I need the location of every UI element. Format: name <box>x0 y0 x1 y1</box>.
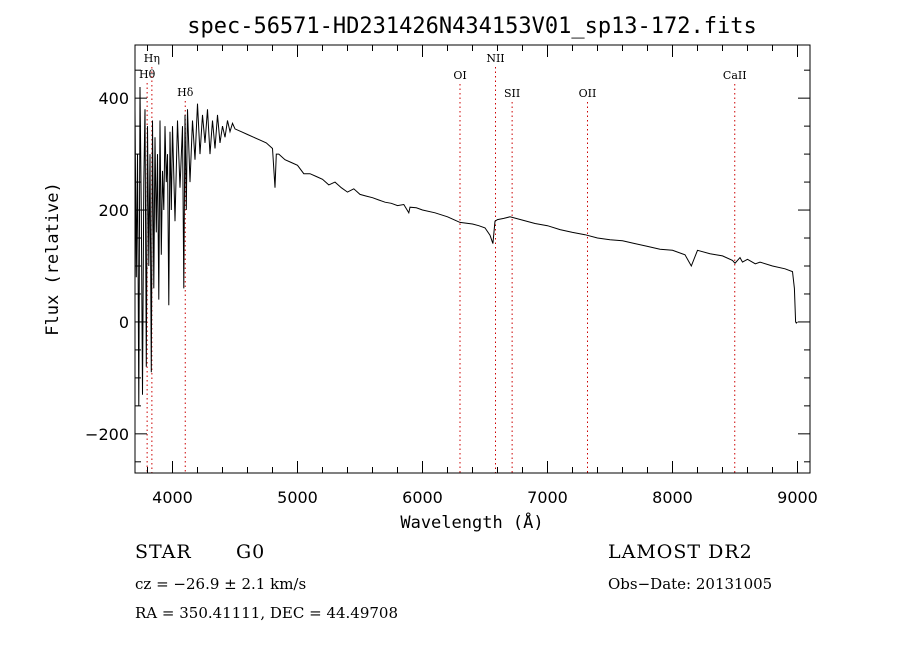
object-class: STAR <box>135 541 192 563</box>
y-tick-label: 400 <box>98 89 129 108</box>
coordinates: RA = 350.41111, DEC = 44.49708 <box>135 604 399 622</box>
survey-name: LAMOST DR2 <box>608 541 753 563</box>
x-axis-label: Wavelength (Å) <box>400 511 543 533</box>
line-marker-label: OII <box>579 87 597 100</box>
line-marker-label: Hδ <box>177 86 194 99</box>
line-marker-label: CaII <box>723 69 747 82</box>
line-markers: Hη Hθ Hδ OI NII SII OII CaII <box>139 52 747 473</box>
line-marker-label: Hθ <box>139 68 156 81</box>
object-subclass: G0 <box>236 541 266 563</box>
y-tick-label: 0 <box>119 313 129 332</box>
x-tick-label: 8000 <box>652 488 693 507</box>
x-tick-label: 6000 <box>402 488 443 507</box>
plot-frame <box>134 44 811 474</box>
y-tick-label: −200 <box>85 425 129 444</box>
x-tick-label: 5000 <box>277 488 318 507</box>
spectrum-line <box>134 86 798 406</box>
line-marker-label: NII <box>486 52 504 65</box>
x-tick-label: 4000 <box>152 488 193 507</box>
redshift-label: cz = −26.9 ± 2.1 km/s <box>135 575 307 593</box>
spectrum-chart: spec-56571-HD231426N434153V01_sp13-172.f… <box>43 14 818 533</box>
x-tick-label: 7000 <box>527 488 568 507</box>
obs-date: Obs−Date: 20131005 <box>608 575 773 593</box>
axis-ticks: 4000 5000 6000 7000 8000 9000 −200 0 200 400 <box>85 45 818 507</box>
line-marker-label: OI <box>453 69 466 82</box>
y-tick-label: 200 <box>98 201 129 220</box>
chart-title: spec-56571-HD231426N434153V01_sp13-172.f… <box>187 14 757 39</box>
line-marker-label: Hη <box>144 52 160 65</box>
x-tick-label: 9000 <box>777 488 818 507</box>
y-axis-label: Flux (relative) <box>43 182 63 336</box>
line-marker-label: SII <box>504 87 520 100</box>
